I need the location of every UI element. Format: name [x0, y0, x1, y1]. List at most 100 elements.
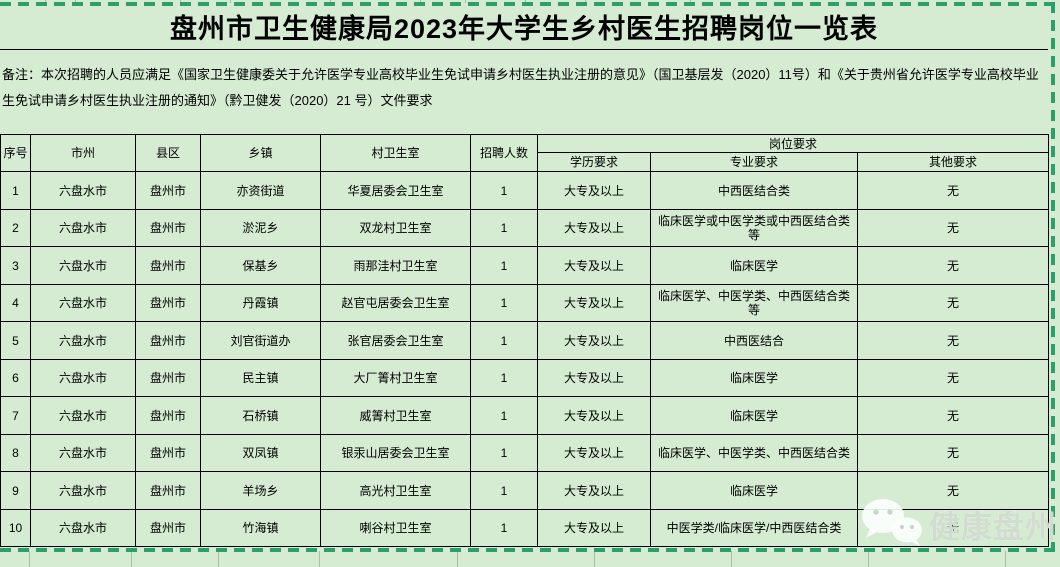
gridline — [180, 0, 181, 3]
cell-other: 无 — [857, 209, 1049, 247]
cell-city: 六盘水市 — [30, 209, 136, 247]
cell-city: 六盘水市 — [30, 509, 136, 547]
cell-city: 六盘水市 — [30, 396, 136, 435]
cell-major: 临床医学、中医学类、中西医结合类等 — [650, 284, 858, 322]
page-title: 盘州市卫生健康局2023年大学生乡村医生招聘岗位一览表 — [0, 4, 1048, 50]
cell-no: 4 — [0, 284, 31, 322]
gridline — [319, 551, 320, 567]
cell-count: 1 — [470, 434, 538, 472]
cell-city: 六盘水市 — [30, 321, 136, 360]
header-other: 其他要求 — [857, 152, 1049, 172]
cell-edu: 大专及以上 — [537, 321, 651, 360]
cell-clinic: 喇谷村卫生室 — [320, 509, 471, 547]
cell-town: 石桥镇 — [200, 396, 321, 435]
gridline — [75, 0, 76, 3]
selection-border-top — [0, 2, 1060, 6]
header-requirements: 岗位要求 — [537, 134, 1049, 153]
cell-clinic: 银汞山居委会卫生室 — [320, 434, 471, 472]
cell-county: 盘州市 — [135, 396, 201, 435]
cell-edu: 大专及以上 — [537, 359, 651, 397]
cell-edu: 大专及以上 — [537, 246, 651, 285]
cell-other: 无 — [857, 321, 1049, 360]
cell-clinic: 大厂箐村卫生室 — [320, 359, 471, 397]
cell-no: 10 — [0, 509, 31, 547]
cell-major: 中西医结合 — [650, 321, 858, 360]
cell-city: 六盘水市 — [30, 471, 136, 510]
cell-no: 6 — [0, 359, 31, 397]
cell-no: 8 — [0, 434, 31, 472]
table-row: 8 六盘水市 盘州市 双凤镇 银汞山居委会卫生室 1 大专及以上 临床医学、中医… — [0, 434, 1049, 472]
cell-clinic: 赵官屯居委会卫生室 — [320, 284, 471, 322]
cell-count: 1 — [470, 284, 538, 322]
cell-no: 7 — [0, 396, 31, 435]
cell-no: 3 — [0, 246, 31, 285]
header-town: 乡镇 — [200, 134, 321, 172]
cell-major: 临床医学 — [650, 359, 858, 397]
header-county: 县区 — [135, 134, 201, 172]
gridline — [465, 0, 466, 3]
cell-city: 六盘水市 — [30, 434, 136, 472]
table-row: 5 六盘水市 盘州市 刘官街道办 张官居委会卫生室 1 大专及以上 中西医结合 … — [0, 321, 1049, 360]
cell-county: 盘州市 — [135, 359, 201, 397]
cell-count: 1 — [470, 509, 538, 547]
cell-city: 六盘水市 — [30, 359, 136, 397]
header-city: 市州 — [30, 134, 136, 172]
cell-count: 1 — [470, 471, 538, 510]
cell-county: 盘州市 — [135, 171, 201, 210]
cell-town: 竹海镇 — [200, 509, 321, 547]
cell-other: 无 — [857, 171, 1049, 210]
cell-edu: 大专及以上 — [537, 471, 651, 510]
cell-city: 六盘水市 — [30, 246, 136, 285]
gridline — [690, 0, 691, 3]
table-row: 9 六盘水市 盘州市 羊场乡 高光村卫生室 1 大专及以上 临床医学 无 — [0, 471, 1049, 510]
table-row: 1 六盘水市 盘州市 亦资街道 华夏居委会卫生室 1 大专及以上 中西医结合类 … — [0, 171, 1049, 210]
cell-clinic: 双龙村卫生室 — [320, 209, 471, 247]
cell-major: 临床医学 — [650, 471, 858, 510]
note-text: 备注：本次招聘的人员应满足《国家卫生健康委关于允许医学专业高校毕业生免试申请乡村… — [2, 67, 1039, 108]
selection-border-bottom — [0, 548, 1060, 552]
gridline — [230, 0, 231, 3]
cell-edu: 大专及以上 — [537, 396, 651, 435]
cell-county: 盘州市 — [135, 209, 201, 247]
cell-count: 1 — [470, 396, 538, 435]
table-row: 3 六盘水市 盘州市 保基乡 雨那洼村卫生室 1 大专及以上 临床医学 无 — [0, 246, 1049, 285]
gridline — [457, 551, 458, 567]
cell-major: 临床医学或中医学类或中西医结合类等 — [650, 209, 858, 247]
cell-major: 临床医学、中医学类、中西医结合类 — [650, 434, 858, 472]
cell-clinic: 高光村卫生室 — [320, 471, 471, 510]
cell-no: 5 — [0, 321, 31, 360]
table-row: 10 六盘水市 盘州市 竹海镇 喇谷村卫生室 1 大专及以上 中医学类/临床医学… — [0, 509, 1049, 547]
header-clinic: 村卫生室 — [320, 134, 471, 172]
cell-clinic: 华夏居委会卫生室 — [320, 171, 471, 210]
gridline — [1005, 551, 1006, 567]
cell-town: 淤泥乡 — [200, 209, 321, 247]
cell-city: 六盘水市 — [30, 284, 136, 322]
cell-no: 2 — [0, 209, 31, 247]
table-row: 4 六盘水市 盘州市 丹霞镇 赵官屯居委会卫生室 1 大专及以上 临床医学、中医… — [0, 284, 1049, 322]
cell-town: 亦资街道 — [200, 171, 321, 210]
table-row: 7 六盘水市 盘州市 石桥镇 威箐村卫生室 1 大专及以上 临床医学 无 — [0, 396, 1049, 435]
cell-count: 1 — [470, 359, 538, 397]
header-count: 招聘人数 — [470, 134, 538, 172]
cell-major: 中医学类/临床医学/中西医结合类 — [650, 509, 858, 547]
cell-other: 无 — [857, 359, 1049, 397]
cell-edu: 大专及以上 — [537, 434, 651, 472]
cell-other: 无 — [857, 396, 1049, 435]
cell-count: 1 — [470, 321, 538, 360]
cell-town: 双凤镇 — [200, 434, 321, 472]
cell-city: 六盘水市 — [30, 171, 136, 210]
cell-county: 盘州市 — [135, 284, 201, 322]
header-no: 序号 — [0, 134, 31, 172]
cell-count: 1 — [470, 171, 538, 210]
gridline — [525, 0, 526, 3]
gridline — [594, 551, 595, 567]
cell-town: 保基乡 — [200, 246, 321, 285]
cell-edu: 大专及以上 — [537, 509, 651, 547]
cell-other: 无 — [857, 246, 1049, 285]
cell-clinic: 张官居委会卫生室 — [320, 321, 471, 360]
gridline — [585, 0, 586, 3]
selection-border-right — [1051, 2, 1055, 552]
cell-clinic: 威箐村卫生室 — [320, 396, 471, 435]
cell-town: 丹霞镇 — [200, 284, 321, 322]
cell-other: 无 — [857, 284, 1049, 322]
